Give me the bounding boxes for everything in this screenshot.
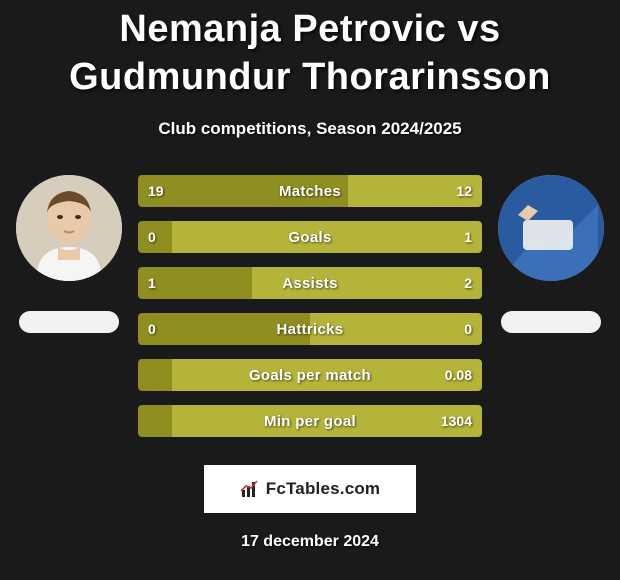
stat-bar: Hattricks00 bbox=[138, 313, 482, 345]
site-name: FcTables.com bbox=[266, 479, 381, 499]
stat-bar: Matches1912 bbox=[138, 175, 482, 207]
player-left-avatar bbox=[16, 175, 122, 281]
player-right-column bbox=[496, 175, 606, 333]
stat-bar-left-segment bbox=[138, 175, 348, 207]
stats-column: Matches1912 Goals01 Assists12 Hattricks00 Go… bbox=[138, 175, 482, 437]
comparison-infographic: Nemanja Petrovic vs Gudmundur Thorarinss… bbox=[0, 0, 620, 580]
player-left-column bbox=[14, 175, 124, 333]
footer-date: 17 december 2024 bbox=[241, 533, 379, 551]
person-icon bbox=[16, 175, 122, 281]
stat-bar-left-segment bbox=[138, 359, 172, 391]
stat-bar-left-segment bbox=[138, 313, 310, 345]
main-row: Matches1912 Goals01 Assists12 Hattricks00 Go… bbox=[0, 175, 620, 437]
stat-bar-left-segment bbox=[138, 405, 172, 437]
chart-icon bbox=[240, 479, 260, 499]
jersey-icon bbox=[498, 175, 604, 281]
page-title: Nemanja Petrovic vs Gudmundur Thorarinss… bbox=[0, 6, 620, 101]
stat-bar: Goals per match0.08 bbox=[138, 359, 482, 391]
stat-bar-right-segment bbox=[252, 267, 482, 299]
stat-bar-right-segment bbox=[172, 359, 482, 391]
player-right-name-pill bbox=[501, 311, 601, 333]
stat-bar-right-segment bbox=[172, 221, 482, 253]
stat-bar-left-segment bbox=[138, 221, 172, 253]
player-left-name-pill bbox=[19, 311, 119, 333]
stat-bar-left-segment bbox=[138, 267, 252, 299]
stat-bar-right-segment bbox=[310, 313, 482, 345]
player-right-avatar bbox=[498, 175, 604, 281]
stat-bar: Assists12 bbox=[138, 267, 482, 299]
stat-bar-right-segment bbox=[348, 175, 482, 207]
stat-bar-right-segment bbox=[172, 405, 482, 437]
stat-bar: Min per goal1304 bbox=[138, 405, 482, 437]
subtitle: Club competitions, Season 2024/2025 bbox=[158, 119, 461, 139]
stat-bar: Goals01 bbox=[138, 221, 482, 253]
site-badge: FcTables.com bbox=[204, 465, 417, 513]
